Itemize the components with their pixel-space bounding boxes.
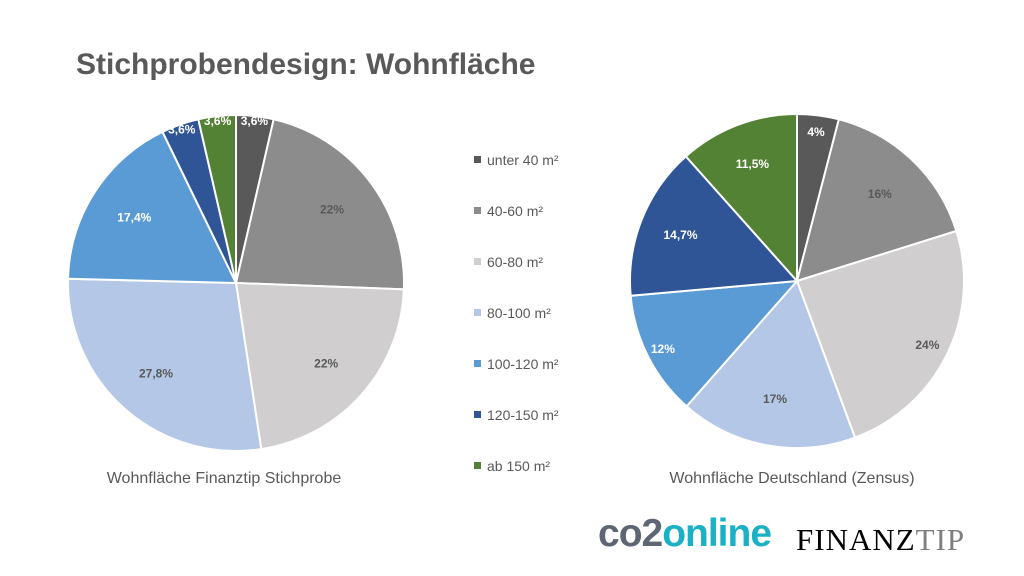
legend-swatch [474,309,481,316]
slide-title: Stichprobendesign: Wohnfläche [76,48,536,81]
legend-item: 40-60 m² [474,185,559,236]
pie-slice [795,118,958,283]
pie-data-label: 17,4% [117,211,151,225]
legend-item: unter 40 m² [474,134,559,185]
pie-chart-finanztip: 3,6% 22% 22% 27,8% 17,4% 3,6% 3,6% [67,113,405,452]
legend-swatch [474,207,481,214]
pie-data-label: 22% [320,203,344,217]
legend-item: 100-120 m² [474,338,559,389]
pie-data-label: 3,6% [204,114,232,128]
legend-swatch [474,411,481,418]
legend-label: 40-60 m² [487,202,544,219]
pie-slice [67,277,263,452]
legend-item: ab 150 m² [474,440,559,491]
legend-item: 60-80 m² [474,236,559,287]
pie-data-label: 3,6% [168,122,196,136]
legend-swatch [474,462,481,469]
pie-slice [234,118,405,291]
pie-data-label: 24% [915,338,939,352]
legend-label: ab 150 m² [487,457,551,474]
pie-data-label: 27,8% [139,367,173,381]
chart-legend: unter 40 m² 40-60 m² 60-80 m² 80-100 m² 100-… [474,134,559,491]
pie-data-label: 22% [314,357,338,371]
pie-data-label: 11,5% [736,157,770,171]
pie-slice [629,279,800,408]
pie-slice [685,279,857,449]
legend-item: 120-150 m² [474,389,559,440]
legend-label: 100-120 m² [487,355,559,372]
legend-label: 120-150 m² [487,406,559,423]
pie-chart-zensus: 4% 16% 24% 17% 12% 14,7% 11,5% [629,112,965,449]
pie-data-label: 14,7% [663,228,697,242]
legend-swatch [474,258,481,265]
co2online-logo: co2online [598,512,772,555]
pie-data-label: 16% [868,187,892,201]
pie-data-label: 12% [651,342,675,356]
pie-caption-zensus: Wohnfläche Deutschland (Zensus) [669,470,915,487]
legend-label: unter 40 m² [487,151,559,168]
legend-swatch [474,156,481,163]
pie-caption-finanztip: Wohnfläche Finanztip Stichprobe [106,470,342,487]
co2online-logo-part2: online [662,512,772,555]
pie-slice [67,130,238,285]
pie-slice [234,281,405,451]
pie-data-label: 4% [807,125,825,139]
pie-data-label: 3,6% [241,114,269,128]
finanztip-logo-part1: FINANZ [796,522,916,557]
co2online-logo-part1: co2 [598,512,663,555]
legend-label: 80-100 m² [487,304,551,321]
legend-swatch [474,360,481,367]
pie-data-label: 17% [763,392,787,406]
pie-slice [684,112,798,284]
legend-item: 80-100 m² [474,287,559,338]
pie-slice [629,154,800,297]
pie-slice [795,229,965,439]
finanztip-logo: FINANZTIP [796,524,965,555]
pie-slice [197,113,237,284]
finanztip-logo-part2: TIP [915,522,966,557]
legend-label: 60-80 m² [487,253,544,270]
